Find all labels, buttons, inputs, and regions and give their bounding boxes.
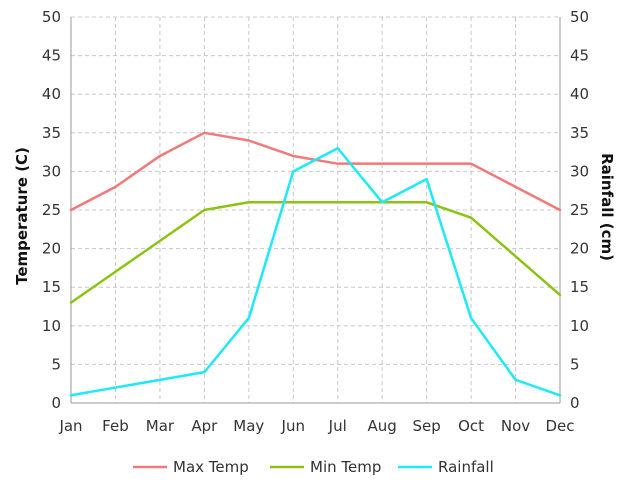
y-axis-title: Temperature (C) xyxy=(13,147,31,285)
y-tick-label: 0 xyxy=(51,394,61,412)
y2-tick-label: 30 xyxy=(570,162,589,180)
y-tick-label: 15 xyxy=(42,278,61,296)
y-tick-label: 35 xyxy=(42,124,61,142)
x-tick-label: Jul xyxy=(328,417,347,435)
x-tick-label: Oct xyxy=(458,417,484,435)
x-tick-label: May xyxy=(233,417,264,435)
tick-labels: 0 5 10 15 20 25 30 35 40 45 50 0 5 10 15 20 25 30 35 40 45 50… xyxy=(42,8,589,435)
x-tick-label: Nov xyxy=(501,417,530,435)
y-tick-label: 45 xyxy=(42,47,61,65)
y2-tick-label: 50 xyxy=(570,8,589,26)
y2-axis-title: Rainfall (cm) xyxy=(598,153,616,261)
legend-label-max-temp: Max Temp xyxy=(173,458,249,476)
y2-tick-label: 25 xyxy=(570,201,589,219)
y2-tick-label: 0 xyxy=(570,394,580,412)
x-tick-label: Jan xyxy=(58,417,82,435)
y2-tick-label: 40 xyxy=(570,85,589,103)
x-tick-label: Mar xyxy=(146,417,175,435)
y2-tick-label: 45 xyxy=(570,47,589,65)
x-tick-label: Feb xyxy=(102,417,129,435)
y-tick-label: 30 xyxy=(42,162,61,180)
y2-tick-label: 15 xyxy=(570,278,589,296)
y-tick-label: 20 xyxy=(42,240,61,258)
series-lines xyxy=(69,131,562,397)
series-line-rainfall xyxy=(69,146,562,397)
gridlines xyxy=(71,16,560,403)
y-tick-label: 10 xyxy=(42,317,61,335)
y-tick-label: 40 xyxy=(42,85,61,103)
x-tick-label: Apr xyxy=(191,417,218,435)
x-tick-label: Dec xyxy=(545,417,574,435)
y2-tick-label: 20 xyxy=(570,240,589,258)
legend: Max Temp Min Temp Rainfall xyxy=(133,458,494,476)
x-tick-label: Aug xyxy=(368,417,397,435)
y2-tick-label: 5 xyxy=(570,355,580,373)
x-tick-label: Jun xyxy=(281,417,305,435)
legend-label-min-temp: Min Temp xyxy=(310,458,381,476)
legend-label-rainfall: Rainfall xyxy=(438,458,494,476)
y-tick-label: 50 xyxy=(42,8,61,26)
y-tick-label: 25 xyxy=(42,201,61,219)
y-tick-label: 5 xyxy=(51,355,61,373)
y2-tick-label: 35 xyxy=(570,124,589,142)
y2-tick-label: 10 xyxy=(570,317,589,335)
x-tick-label: Sep xyxy=(412,417,440,435)
series-line-min-temp xyxy=(69,201,562,304)
